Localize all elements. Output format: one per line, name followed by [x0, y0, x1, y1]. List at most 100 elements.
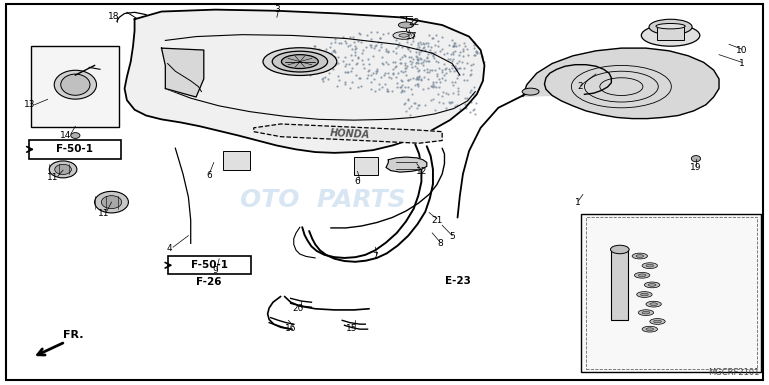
Bar [223, 151, 250, 170]
Point [430, 84, 442, 90]
Point [357, 61, 369, 67]
Polygon shape [523, 48, 719, 119]
Point [457, 48, 469, 54]
Point [371, 39, 384, 45]
Point [361, 75, 373, 81]
Point [418, 67, 430, 73]
Point [401, 39, 413, 45]
Ellipse shape [642, 263, 657, 269]
Point [412, 84, 424, 90]
Point [451, 60, 463, 66]
Bar [611, 250, 628, 320]
Point [438, 77, 451, 84]
Bar [581, 214, 761, 372]
Bar [586, 217, 757, 369]
Point [435, 34, 448, 40]
Bar [657, 26, 684, 40]
Point [328, 48, 340, 54]
Point [451, 75, 464, 82]
Point [351, 60, 363, 67]
Point [299, 63, 311, 69]
Point [448, 79, 461, 85]
Point [391, 84, 404, 90]
Point [348, 34, 360, 40]
Point [422, 69, 434, 75]
Point [464, 62, 477, 68]
Point [414, 75, 427, 82]
Text: F-50-1: F-50-1 [191, 260, 228, 270]
Point [324, 44, 336, 50]
Point [465, 87, 478, 93]
Point [468, 111, 481, 117]
Point [382, 60, 394, 67]
Ellipse shape [102, 196, 122, 209]
Point [369, 88, 381, 94]
Point [452, 52, 464, 58]
Point [363, 60, 375, 67]
Point [478, 59, 491, 65]
Point [408, 63, 421, 69]
Point [353, 30, 365, 36]
Point [318, 51, 331, 57]
Point [443, 66, 455, 72]
Point [411, 105, 424, 111]
Point [411, 76, 424, 82]
Point [449, 48, 461, 54]
Point [414, 55, 427, 61]
Point [469, 100, 481, 106]
Ellipse shape [263, 48, 337, 75]
Point [452, 57, 464, 64]
Point [468, 45, 481, 51]
Point [345, 67, 358, 74]
Point [405, 40, 418, 47]
Point [400, 65, 412, 71]
Ellipse shape [648, 283, 656, 286]
Ellipse shape [393, 32, 414, 39]
Point [377, 31, 389, 37]
Point [399, 54, 411, 60]
Point [464, 72, 476, 79]
Point [417, 85, 429, 92]
Point [467, 107, 479, 113]
Point [445, 65, 458, 71]
Point [439, 65, 451, 72]
Point [390, 45, 402, 51]
Point [350, 72, 362, 78]
Point [395, 78, 408, 84]
Point [318, 64, 330, 70]
Point [348, 46, 361, 52]
Point [382, 70, 394, 76]
Point [417, 59, 429, 65]
Point [339, 61, 351, 67]
Point [370, 67, 382, 74]
Point [418, 57, 431, 63]
Point [421, 54, 434, 60]
Point [433, 84, 445, 90]
Point [311, 64, 323, 70]
Point [425, 83, 438, 89]
Point [428, 95, 440, 102]
Point [345, 52, 358, 58]
Text: 1: 1 [739, 59, 745, 68]
Point [392, 70, 404, 76]
Point [426, 83, 438, 89]
Point [412, 51, 424, 57]
Point [313, 45, 325, 52]
Point [329, 54, 341, 60]
Point [387, 48, 399, 54]
Point [431, 70, 444, 77]
Point [384, 75, 397, 81]
Point [355, 39, 367, 45]
Point [458, 64, 471, 70]
Point [421, 75, 434, 82]
Point [401, 45, 414, 51]
Point [447, 42, 459, 49]
Point [387, 71, 399, 77]
Point [319, 74, 331, 80]
Point [440, 90, 452, 96]
Point [367, 53, 379, 59]
Text: 18: 18 [108, 12, 119, 21]
Point [325, 50, 337, 56]
Point [362, 56, 375, 62]
Point [406, 64, 418, 70]
